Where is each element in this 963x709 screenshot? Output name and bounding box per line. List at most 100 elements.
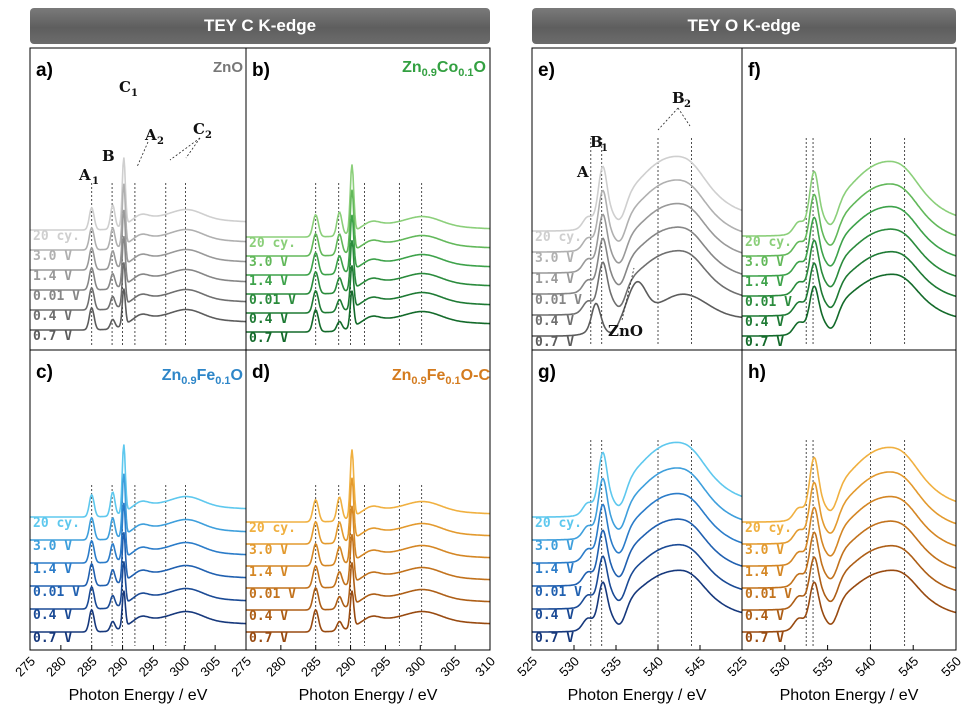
series-label-5: 0.4 V bbox=[249, 609, 288, 624]
series-label-6: 0.7 V bbox=[33, 631, 72, 646]
series-line-1 bbox=[246, 164, 490, 238]
title-part: O bbox=[474, 59, 486, 76]
x-tick-label: 295 bbox=[136, 654, 162, 680]
x-tick-label: 540 bbox=[853, 654, 879, 680]
series-line-3 bbox=[532, 492, 743, 564]
series-line-3 bbox=[246, 214, 490, 276]
annotation-c1-sub: 1 bbox=[131, 88, 138, 99]
series-line-1 bbox=[742, 160, 957, 237]
series-label-6: 0.7 V bbox=[249, 631, 288, 646]
title-part: 0.9 bbox=[422, 67, 437, 79]
series-line-3 bbox=[742, 495, 957, 567]
header-o-k-edge: TEY O K-edge bbox=[532, 8, 956, 44]
series-line-1 bbox=[532, 155, 743, 232]
series-line-4 bbox=[742, 520, 957, 589]
series-line-6 bbox=[532, 569, 743, 633]
series-line-6 bbox=[246, 590, 490, 633]
x-tick-label: 530 bbox=[767, 654, 793, 680]
annotation-b1: B bbox=[590, 133, 603, 151]
series-label-5: 0.4 V bbox=[745, 315, 784, 330]
series-label-3: 1.4 V bbox=[745, 565, 784, 580]
x-tick-label: 550 bbox=[938, 654, 963, 680]
series-line-2 bbox=[246, 477, 490, 545]
annotation-leader-c2-b bbox=[185, 137, 201, 159]
series-label-1: 20 cy. bbox=[33, 516, 80, 531]
series-line-6 bbox=[30, 288, 246, 331]
series-label-4: 0.01 V bbox=[249, 587, 296, 602]
series-line-2 bbox=[742, 183, 957, 257]
series-line-4 bbox=[246, 534, 490, 589]
panel-letter: e) bbox=[538, 60, 555, 81]
series-label-6: 0.7 V bbox=[535, 335, 574, 350]
x-axis-label: Photon Energy / eV bbox=[69, 687, 208, 704]
series-label-4: 0.01 V bbox=[535, 293, 582, 308]
panel-title-zncoo: Zn0.9Co0.1O bbox=[402, 59, 486, 79]
series-line-1 bbox=[246, 449, 490, 523]
annotation-a2-sub: 2 bbox=[157, 136, 164, 147]
series-label-5: 0.4 V bbox=[745, 609, 784, 624]
series-label-2: 3.0 V bbox=[249, 543, 288, 558]
title-part: Zn bbox=[162, 367, 182, 384]
panel-letter: h) bbox=[748, 362, 766, 383]
series-line-2 bbox=[246, 189, 490, 257]
series-line-5 bbox=[532, 543, 743, 610]
series-label-4: 0.01 V bbox=[535, 585, 582, 600]
annotation-b2: B bbox=[672, 89, 685, 107]
series-label-4: 0.01 V bbox=[249, 293, 296, 308]
title-part: Zn bbox=[402, 59, 422, 76]
series-label-5: 0.4 V bbox=[535, 314, 574, 329]
series-label-1: 20 cy. bbox=[535, 230, 582, 245]
panel-frame bbox=[245, 349, 491, 651]
series-label-5: 0.4 V bbox=[249, 312, 288, 327]
annotation-c1: C bbox=[119, 78, 131, 96]
x-tick-label: 310 bbox=[472, 654, 498, 680]
panel-letter: f) bbox=[748, 60, 761, 81]
x-tick-label: 285 bbox=[74, 654, 100, 680]
x-tick-label: 545 bbox=[895, 654, 921, 680]
series-line-6 bbox=[532, 280, 743, 337]
title-part: Fe bbox=[197, 367, 216, 384]
series-label-4: 0.01 V bbox=[745, 587, 792, 602]
panel-letter: d) bbox=[252, 362, 270, 383]
panel-letter: a) bbox=[36, 60, 53, 81]
series-line-4 bbox=[246, 240, 490, 295]
x-tick-label: 540 bbox=[640, 654, 666, 680]
annotation-a1: A bbox=[78, 166, 91, 184]
title-part: Co bbox=[437, 59, 459, 76]
annotation-a2: A bbox=[144, 126, 157, 144]
series-label-3: 1.4 V bbox=[249, 565, 288, 580]
series-line-4 bbox=[742, 228, 957, 297]
series-label-5: 0.4 V bbox=[535, 608, 574, 623]
series-line-1 bbox=[532, 441, 743, 518]
annotation-leader-c2 bbox=[169, 137, 201, 161]
series-line-3 bbox=[246, 505, 490, 567]
series-label-2: 3.0 V bbox=[249, 255, 288, 270]
series-line-4 bbox=[30, 532, 246, 587]
series-label-1: 20 cy. bbox=[249, 236, 296, 251]
series-label-2: 3.0 V bbox=[745, 255, 784, 270]
series-label-1: 20 cy. bbox=[745, 235, 792, 250]
annotation-leader-a2 bbox=[136, 141, 149, 168]
x-tick-label: 525 bbox=[724, 654, 750, 680]
panel-letter: c) bbox=[36, 362, 53, 383]
x-tick-label: 300 bbox=[166, 654, 192, 680]
x-tick-label: 545 bbox=[682, 654, 708, 680]
series-label-6: 0.7 V bbox=[249, 331, 288, 346]
series-label-4: 0.01 V bbox=[745, 295, 792, 310]
series-line-5 bbox=[30, 262, 246, 311]
title-part: 0.9 bbox=[181, 375, 196, 387]
annotation-b: B bbox=[102, 147, 115, 165]
x-tick-label: 285 bbox=[298, 654, 324, 680]
title-part: O-C bbox=[461, 367, 491, 384]
series-line-3 bbox=[532, 202, 743, 274]
series-label-4: 0.01 V bbox=[33, 289, 80, 304]
series-line-2 bbox=[30, 473, 246, 541]
series-label-6: 0.7 V bbox=[745, 631, 784, 646]
annotation-b1-sub: 1 bbox=[601, 143, 608, 154]
series-label-2: 3.0 V bbox=[33, 249, 72, 264]
series-line-5 bbox=[246, 265, 490, 314]
series-line-3 bbox=[742, 205, 957, 277]
series-label-4: 0.01 V bbox=[33, 585, 80, 600]
x-tick-label: 290 bbox=[333, 654, 359, 680]
